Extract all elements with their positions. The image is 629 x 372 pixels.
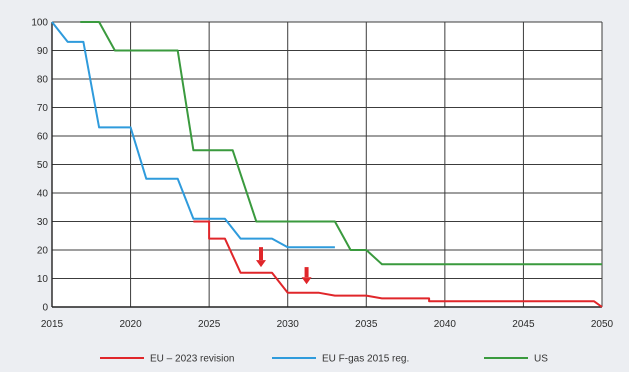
y-tick-label: 90 <box>37 46 49 57</box>
x-tick-label: 2015 <box>41 319 64 330</box>
y-tick-label: 70 <box>37 103 49 114</box>
x-tick-label: 2045 <box>512 319 535 330</box>
legend-label: EU F-gas 2015 reg. <box>322 354 409 365</box>
y-tick-label: 100 <box>31 18 48 29</box>
series-line-1 <box>193 220 603 308</box>
x-tick-label: 2050 <box>591 319 614 330</box>
y-tick-label: 80 <box>37 75 49 86</box>
y-tick-label: 30 <box>37 217 49 228</box>
x-tick-label: 2040 <box>434 319 457 330</box>
y-tick-label: 0 <box>42 303 48 314</box>
legend-label: US <box>534 354 548 365</box>
y-tick-label: 40 <box>37 189 49 200</box>
x-tick-label: 2030 <box>277 319 300 330</box>
arrow-head <box>256 260 266 268</box>
legend-label: EU – 2023 revision <box>150 354 235 365</box>
x-tick-label: 2035 <box>355 319 378 330</box>
x-tick-label: 2025 <box>198 319 221 330</box>
y-tick-label: 60 <box>37 132 49 143</box>
y-tick-label: 20 <box>37 246 49 257</box>
series-line-2 <box>51 21 335 249</box>
x-tick-label: 2020 <box>119 319 142 330</box>
series-line-3 <box>80 21 602 266</box>
y-tick-label: 50 <box>37 160 49 171</box>
y-tick-label: 10 <box>37 274 49 285</box>
arrow-head <box>301 277 312 285</box>
